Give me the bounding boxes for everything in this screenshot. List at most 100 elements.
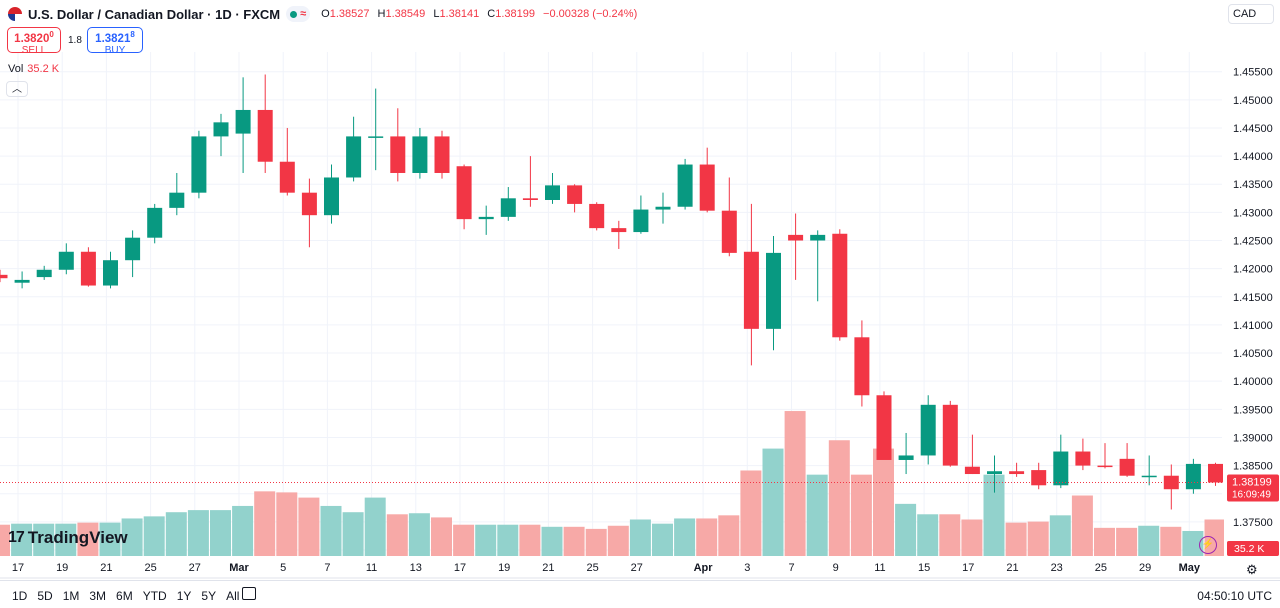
- buy-price-sup: 8: [130, 30, 135, 39]
- candle-body[interactable]: [522, 198, 538, 200]
- candle-body[interactable]: [876, 395, 892, 460]
- price-tick-label: 1.42500: [1233, 236, 1273, 248]
- candle-body[interactable]: [368, 136, 384, 138]
- candle-body[interactable]: [677, 164, 693, 207]
- range-all[interactable]: All: [226, 589, 240, 603]
- volume-bar: [121, 518, 143, 556]
- candle-body[interactable]: [721, 210, 737, 253]
- candle-body[interactable]: [545, 185, 560, 200]
- time-tick-label: 17: [454, 562, 466, 574]
- candle-body[interactable]: [964, 466, 980, 475]
- time-tick-label: 25: [586, 562, 598, 574]
- candle-body[interactable]: [169, 192, 185, 208]
- volume-legend[interactable]: Vol 35.2 K: [8, 63, 59, 75]
- candle-body[interactable]: [434, 136, 450, 173]
- candle-body[interactable]: [987, 471, 1002, 475]
- gear-icon[interactable]: ⚙: [1246, 562, 1258, 577]
- price-tick-label: 1.44500: [1233, 123, 1273, 135]
- candle-body[interactable]: [942, 404, 958, 466]
- candle-body[interactable]: [191, 136, 207, 193]
- candle-body[interactable]: [1031, 470, 1047, 486]
- bolt-icon[interactable]: ⚡: [1199, 536, 1217, 554]
- candle-body[interactable]: [14, 279, 30, 283]
- volume-bar: [254, 491, 276, 556]
- candle-body[interactable]: [125, 237, 141, 261]
- candle-body[interactable]: [743, 251, 759, 329]
- range-1d[interactable]: 1D: [12, 589, 28, 603]
- volume-bar: [784, 411, 806, 556]
- range-5y[interactable]: 5Y: [201, 589, 217, 603]
- spread-value: 1.8: [68, 35, 82, 46]
- buy-label: BUY: [104, 44, 126, 56]
- candle-body[interactable]: [390, 136, 406, 173]
- buy-button[interactable]: 1.38218 BUY: [87, 27, 143, 56]
- tradingview-logo[interactable]: 17 TradingView: [8, 528, 128, 548]
- candle-body[interactable]: [589, 203, 605, 229]
- candle-body[interactable]: [279, 161, 295, 193]
- range-3m[interactable]: 3M: [89, 589, 107, 603]
- candle-body[interactable]: [832, 233, 848, 338]
- candle-body[interactable]: [766, 252, 781, 329]
- volume-bar: [961, 519, 983, 556]
- candle-body[interactable]: [1185, 463, 1201, 490]
- candle-body[interactable]: [1075, 451, 1091, 466]
- candle-body[interactable]: [898, 455, 914, 460]
- range-5d[interactable]: 5D: [37, 589, 53, 603]
- candle-body[interactable]: [567, 185, 583, 204]
- candle-body[interactable]: [854, 337, 870, 396]
- candle-body[interactable]: [301, 192, 317, 216]
- candle-body[interactable]: [1119, 458, 1135, 476]
- candle-body[interactable]: [213, 122, 229, 137]
- chevron-up-icon[interactable]: ︿: [6, 81, 28, 97]
- range-ytd[interactable]: YTD: [142, 589, 167, 603]
- candle-body[interactable]: [1097, 465, 1113, 468]
- candle-body[interactable]: [920, 404, 936, 456]
- candle-body[interactable]: [655, 206, 671, 210]
- low-value: 1.38141: [439, 8, 480, 20]
- candle-body[interactable]: [1009, 471, 1025, 475]
- open-value: 1.38527: [329, 8, 370, 20]
- candle-body[interactable]: [788, 234, 804, 241]
- calendar-icon[interactable]: [242, 587, 256, 600]
- candle-body[interactable]: [611, 228, 627, 233]
- candle-body[interactable]: [147, 207, 163, 238]
- last-price-value: 1.38199: [1232, 476, 1272, 488]
- candle-body[interactable]: [0, 274, 8, 279]
- candlestick-chart[interactable]: 1.45500 1.45000 1.44500 1.44000 1.43500 1.430…: [0, 0, 1280, 580]
- volume-bar: [0, 524, 10, 556]
- candle-body[interactable]: [36, 269, 52, 278]
- candle-body[interactable]: [456, 166, 472, 220]
- range-1y[interactable]: 1Y: [176, 589, 192, 603]
- range-6m[interactable]: 6M: [116, 589, 133, 603]
- volume-bar: [563, 526, 585, 556]
- candle-body[interactable]: [633, 209, 649, 233]
- time-tick-label: 29: [1139, 562, 1151, 574]
- candle-body[interactable]: [1208, 463, 1223, 483]
- candle-body[interactable]: [1053, 451, 1069, 486]
- time-tick-label: 11: [874, 562, 885, 574]
- market-status-pill[interactable]: ≈: [286, 6, 311, 22]
- candle-body[interactable]: [810, 234, 826, 241]
- candle-body[interactable]: [346, 136, 362, 178]
- symbol-title[interactable]: U.S. Dollar / Canadian Dollar · 1D · FXC…: [28, 6, 281, 22]
- sell-button[interactable]: 1.38200 SELL: [7, 27, 61, 56]
- candle-body[interactable]: [478, 216, 494, 220]
- currency-selector[interactable]: CAD: [1228, 4, 1274, 24]
- candle-body[interactable]: [257, 109, 273, 162]
- candle-body[interactable]: [412, 136, 428, 173]
- candle-body[interactable]: [1141, 475, 1157, 478]
- candle-body[interactable]: [324, 177, 339, 216]
- candle-body[interactable]: [103, 260, 118, 286]
- volume-bar: [33, 523, 55, 556]
- volume-bar: [364, 497, 386, 556]
- candle-body[interactable]: [235, 109, 251, 134]
- time-axis[interactable]: 17 19 21 25 27 Mar 5 7 11 13 17 19 21 25 27 Apr 3 7 9 11 15 1…: [0, 562, 1280, 579]
- candle-body[interactable]: [80, 251, 96, 286]
- candle-body[interactable]: [500, 198, 516, 217]
- range-1m[interactable]: 1M: [62, 589, 80, 603]
- candle-body[interactable]: [58, 251, 74, 270]
- candle-body[interactable]: [1163, 475, 1179, 490]
- time-tick-label: 27: [631, 562, 643, 574]
- utc-clock[interactable]: 04:50:10 UTC: [1197, 589, 1272, 603]
- candle-body[interactable]: [699, 164, 715, 211]
